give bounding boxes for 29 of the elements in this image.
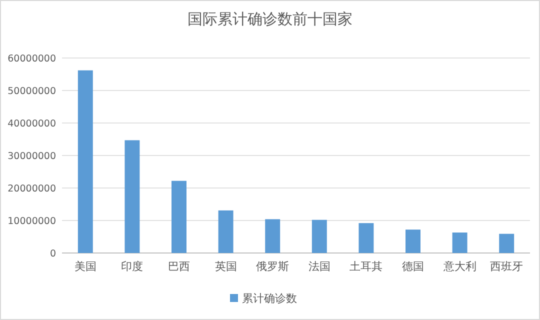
chart-title: 国际累计确诊数前十国家 [188, 10, 352, 28]
y-tick-label: 0 [50, 248, 56, 260]
bar [358, 223, 374, 253]
x-tick-label: 意大利 [442, 260, 476, 273]
y-tick-label: 10000000 [8, 216, 56, 227]
x-tick-label: 土耳其 [350, 260, 383, 273]
bar [172, 180, 186, 253]
bar [218, 210, 234, 253]
y-tick-label: 40000000 [8, 118, 56, 130]
bar [406, 230, 420, 253]
bar [78, 70, 93, 253]
x-tick-label: 美国 [74, 260, 96, 273]
x-tick-label: 俄罗斯 [256, 260, 290, 273]
legend-label: 累计确诊数 [242, 292, 297, 305]
x-tick-label: 巴西 [168, 260, 190, 273]
x-tick-label: 印度 [121, 260, 144, 273]
x-tick-label: 法国 [308, 260, 330, 273]
x-tick-label: 德国 [402, 260, 424, 273]
bar [265, 219, 280, 253]
y-tick-label: 60000000 [8, 54, 56, 64]
bar [312, 220, 327, 253]
bar [124, 140, 140, 253]
x-tick-label: 英国 [214, 260, 237, 273]
y-tick-label: 20000000 [8, 184, 56, 194]
y-tick-label: 50000000 [8, 86, 56, 97]
bar [452, 232, 468, 253]
y-tick-label: 30000000 [8, 151, 56, 162]
x-tick-label: 西班牙 [490, 260, 524, 273]
bar [499, 234, 514, 253]
